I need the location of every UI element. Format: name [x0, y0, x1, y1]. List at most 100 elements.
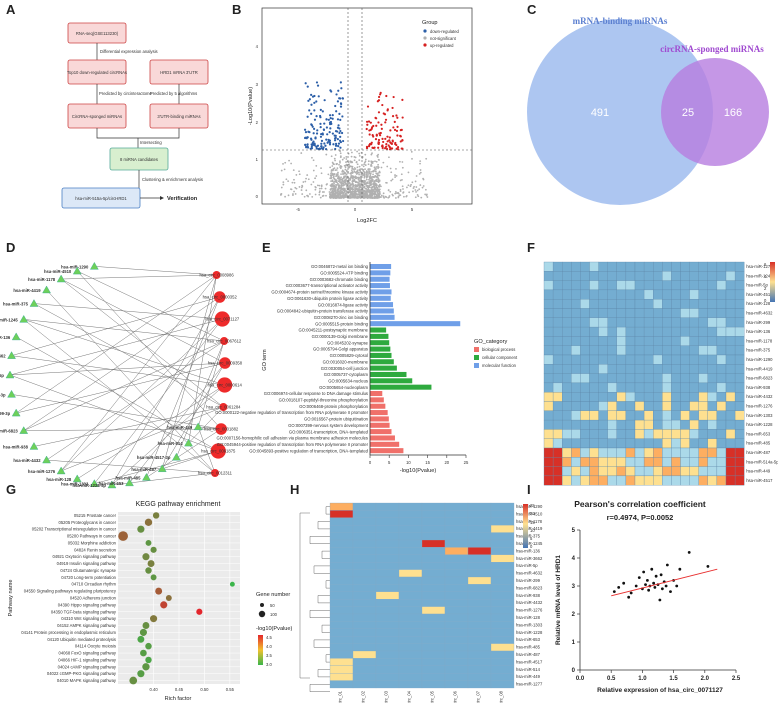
volcano-point-up — [375, 117, 378, 120]
volcano-point-ns — [377, 190, 379, 193]
volcano-point-ns — [358, 159, 361, 162]
volcano-point-ns — [373, 193, 376, 196]
heatmap-f-cell — [671, 308, 681, 318]
volcano-point-down — [305, 137, 308, 140]
volcano-point-down — [310, 93, 313, 96]
volcano-point-ns — [372, 173, 374, 176]
heatmap-h-dendro-branch — [317, 595, 330, 604]
volcano-point-ns — [366, 175, 369, 178]
heatmap-f-cell — [716, 419, 727, 430]
kegg-point — [144, 518, 153, 526]
volcano-point-ns — [311, 156, 313, 159]
heatmap-f-cell — [653, 280, 663, 291]
volcano-point-ns — [333, 192, 336, 195]
volcano-point-ns — [419, 171, 422, 174]
volcano-point-ns — [330, 155, 333, 158]
heatmap-f-cell — [725, 466, 736, 477]
volcano-point-ns — [315, 164, 318, 167]
heatmap-f-cell — [716, 401, 727, 411]
go-bar — [370, 295, 391, 301]
volcano-point-ns — [350, 169, 353, 172]
volcano-point-ns — [345, 158, 348, 160]
heatmap-f-cell — [580, 373, 590, 384]
heatmap-f-cell — [716, 345, 727, 356]
volcano-point-ns — [368, 171, 370, 174]
volcano-point-ns — [360, 183, 362, 186]
network-edge — [23, 296, 220, 431]
volcano-point-ns — [383, 196, 386, 199]
heatmap-f-cell — [698, 364, 708, 374]
volcano-point-ns — [350, 183, 353, 186]
volcano-point-ns — [349, 172, 352, 175]
heatmap-f-cell — [552, 299, 563, 309]
heatmap-f-cell — [580, 401, 590, 411]
go-term-label: GO:0007156-homophilic cell adhesion via … — [216, 436, 368, 441]
heatmap-f-cell — [580, 438, 590, 449]
heatmap-f-cell — [707, 308, 718, 318]
heatmap-f-cell — [543, 410, 554, 421]
heatmap-f-row-label: hsa-miR-4432 — [746, 394, 773, 399]
heatmap-h-scale-0: 0 — [530, 544, 533, 549]
heatmap-h-colorbar — [523, 504, 528, 548]
heatmap-f-cell — [689, 457, 699, 467]
heatmap-f-cell — [671, 401, 681, 411]
volcano-point-ns — [318, 193, 321, 196]
heatmap-f-cell — [571, 419, 581, 430]
volcano-point-ns — [285, 178, 288, 181]
volcano-point-down — [337, 89, 340, 92]
kegg-title: KEGG pathway enrichment — [136, 501, 221, 508]
volcano-point-ns — [335, 169, 338, 171]
heatmap-f-cell — [653, 410, 663, 421]
network-edge — [9, 362, 225, 376]
volcano-point-down — [308, 98, 311, 101]
volcano-point-ns — [363, 174, 366, 177]
heatmap-f-cell — [680, 308, 690, 318]
go-term-label: GO:0018107-peptidyl-threonine phosphoryl… — [279, 398, 369, 403]
flow-arrow-5-head — [160, 196, 164, 200]
heatmap-f-cell — [543, 336, 554, 346]
network-circrna-node — [212, 271, 221, 279]
volcano-point-ns — [329, 174, 332, 177]
heatmap-f-cell — [707, 326, 718, 337]
heatmap-f-cell — [698, 475, 708, 486]
heatmap-h-cell — [375, 562, 400, 570]
go-term-label: GO:0016874-ligase activity — [318, 302, 369, 307]
heatmap-f-cell — [689, 410, 699, 421]
volcano-point-ns — [364, 196, 367, 198]
heatmap-h-cell — [352, 539, 377, 548]
volcano-point-ns — [354, 171, 357, 174]
volcano-point-ns — [280, 186, 283, 189]
volcano-point-up — [379, 131, 382, 135]
volcano-point-ns — [334, 190, 337, 193]
corr-ylabel: Relative mRNA level of HRD1 — [555, 555, 562, 645]
network-mirna-node — [193, 422, 203, 431]
volcano-point-ns — [330, 172, 332, 175]
heatmap-f-cell — [607, 457, 617, 467]
heatmap-h-cell — [375, 591, 400, 600]
network-mirna-label: hsa-miR-5p — [0, 373, 4, 378]
network-mirna-node — [125, 478, 134, 487]
volcano-point-ns — [345, 156, 348, 158]
volcano-point-ns — [378, 185, 381, 187]
volcano-point-down — [319, 116, 322, 119]
volcano-point-down — [323, 99, 326, 102]
heatmap-f-cell — [662, 438, 672, 449]
volcano-point-up — [368, 129, 371, 132]
volcano-point-ns — [358, 165, 361, 168]
volcano-point-down — [325, 118, 328, 121]
volcano-point-ns — [372, 175, 374, 178]
kegg-point — [145, 540, 152, 546]
volcano-point-ns — [339, 181, 342, 184]
heatmap-f-cell — [716, 466, 727, 477]
volcano-point-ns — [348, 185, 351, 187]
volcano-point-down — [315, 132, 319, 135]
go-term-label: GO:0000139-Golgi membrane — [312, 334, 369, 339]
heatmap-h-cell — [398, 502, 423, 511]
heatmap-f-cell — [680, 271, 690, 281]
corr-points — [612, 551, 710, 602]
heatmap-h-cell — [329, 599, 354, 607]
go-bar — [370, 410, 388, 416]
volcano-point-up — [384, 137, 387, 140]
heatmap-f-cell — [625, 317, 636, 328]
